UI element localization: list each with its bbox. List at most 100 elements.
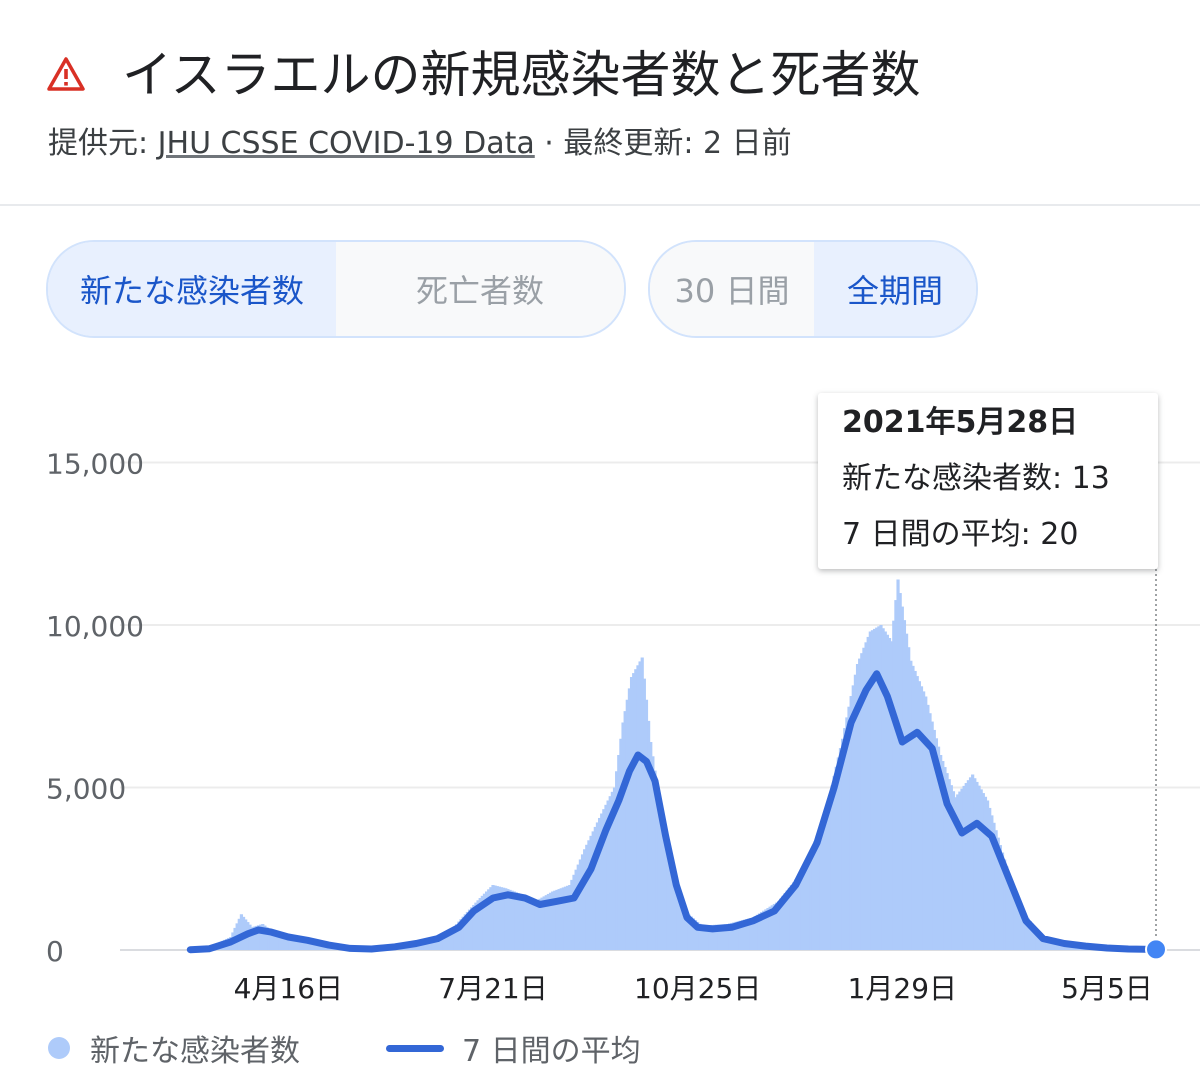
case-bar bbox=[472, 904, 476, 950]
case-bar bbox=[591, 831, 595, 951]
case-bar bbox=[721, 924, 725, 950]
case-bar bbox=[900, 606, 904, 950]
case-bar bbox=[312, 942, 316, 950]
case-bar bbox=[678, 898, 683, 950]
case-bar bbox=[902, 620, 907, 951]
case-bar bbox=[789, 885, 794, 950]
case-bar bbox=[523, 895, 527, 950]
tooltip-date: 2021年5月28日 bbox=[842, 405, 1079, 440]
case-bar bbox=[770, 905, 774, 950]
case-bar bbox=[495, 886, 499, 950]
x-tick-label-2: 10月25日 bbox=[634, 972, 761, 1005]
x-tick-label-1: 7月21日 bbox=[438, 972, 547, 1005]
case-bar bbox=[482, 893, 487, 950]
case-bar bbox=[734, 921, 738, 950]
case-bar bbox=[657, 799, 661, 950]
case-bar bbox=[1030, 923, 1034, 950]
case-bar bbox=[480, 895, 484, 950]
case-bar bbox=[254, 925, 258, 950]
tooltip-average: 7 日間の平均: 20 bbox=[842, 517, 1079, 552]
case-bar bbox=[629, 677, 634, 950]
case-bar bbox=[580, 854, 585, 950]
seven-day-average-line bbox=[186, 670, 1160, 954]
case-bar bbox=[977, 785, 981, 950]
case-bar bbox=[427, 938, 431, 951]
case-bar bbox=[713, 924, 717, 950]
case-bar bbox=[512, 891, 516, 950]
case-bar bbox=[968, 777, 973, 950]
case-bar bbox=[979, 789, 983, 950]
case-bar bbox=[960, 788, 964, 950]
case-bar bbox=[862, 647, 866, 950]
case-bar bbox=[904, 633, 909, 950]
case-bar bbox=[269, 930, 273, 950]
case-bar bbox=[787, 887, 791, 950]
case-bar bbox=[753, 916, 757, 950]
x-tick-label-4: 5月5日 bbox=[1061, 972, 1153, 1005]
case-bar bbox=[866, 636, 870, 950]
case-bar bbox=[271, 932, 276, 951]
case-bar bbox=[621, 722, 625, 950]
case-bar bbox=[668, 860, 672, 950]
case-bar bbox=[928, 713, 932, 950]
warning-triangle-icon bbox=[47, 57, 85, 91]
case-bar bbox=[308, 941, 312, 950]
case-bar bbox=[926, 704, 930, 950]
case-bar bbox=[749, 918, 753, 950]
case-bar bbox=[461, 916, 465, 950]
case-bar bbox=[497, 886, 501, 951]
case-bar bbox=[872, 628, 877, 950]
case-bar bbox=[548, 892, 553, 950]
case-bar bbox=[544, 895, 548, 950]
case-bar bbox=[606, 800, 610, 950]
case-bar bbox=[1041, 937, 1045, 950]
case-bar bbox=[736, 921, 740, 950]
case-bar bbox=[745, 919, 749, 951]
case-bar bbox=[994, 830, 998, 950]
case-bar bbox=[252, 926, 256, 950]
case-bar bbox=[429, 938, 433, 950]
case-bar bbox=[578, 859, 582, 950]
tab-deaths[interactable]: 死亡者数 bbox=[336, 242, 624, 336]
case-bar bbox=[924, 696, 928, 950]
case-bar bbox=[478, 898, 482, 950]
tab-all-time[interactable]: 全期間 bbox=[814, 242, 976, 336]
case-bar bbox=[583, 849, 587, 950]
case-bar bbox=[693, 920, 698, 950]
case-bar bbox=[885, 634, 889, 950]
case-bar bbox=[574, 869, 578, 950]
case-bar bbox=[463, 914, 467, 950]
case-bar bbox=[293, 938, 297, 950]
case-bar bbox=[521, 894, 525, 950]
case-bar bbox=[627, 688, 632, 951]
case-bar bbox=[647, 720, 651, 951]
case-bar bbox=[536, 900, 540, 950]
tab-new-cases[interactable]: 新たな感染者数 bbox=[48, 242, 336, 336]
case-bar bbox=[774, 902, 779, 950]
case-bar bbox=[804, 863, 808, 950]
legend-item-new-cases[interactable]: 新たな感染者数 bbox=[48, 1026, 300, 1070]
case-bar bbox=[939, 755, 943, 950]
case-bar bbox=[1020, 910, 1024, 950]
tab-30-days[interactable]: 30 日間 bbox=[650, 242, 814, 336]
cases-chart[interactable]: 0 5,000 10,000 15,000 4月16日 7月21日 10月25日 1月29日 5… bbox=[0, 340, 1200, 1020]
case-bar bbox=[962, 785, 966, 951]
case-bar bbox=[896, 579, 900, 950]
case-bar bbox=[314, 942, 318, 950]
case-bar bbox=[568, 885, 572, 950]
case-bar bbox=[653, 770, 657, 950]
legend-item-7-day-average[interactable]: 7 日間の平均 bbox=[386, 1026, 641, 1070]
case-bar bbox=[966, 780, 970, 950]
metric-toggle: 新たな感染者数 死亡者数 bbox=[46, 240, 626, 338]
case-bar bbox=[489, 887, 493, 950]
case-bar bbox=[499, 887, 504, 950]
case-bar bbox=[1037, 931, 1041, 950]
case-bar bbox=[672, 878, 676, 950]
case-bar bbox=[981, 793, 985, 950]
case-bar bbox=[593, 826, 597, 950]
case-bar bbox=[919, 686, 924, 950]
source-link[interactable]: JHU CSSE COVID-19 Data bbox=[157, 126, 535, 161]
case-bar bbox=[887, 638, 892, 950]
case-bar bbox=[879, 625, 883, 950]
case-bar bbox=[809, 852, 813, 950]
